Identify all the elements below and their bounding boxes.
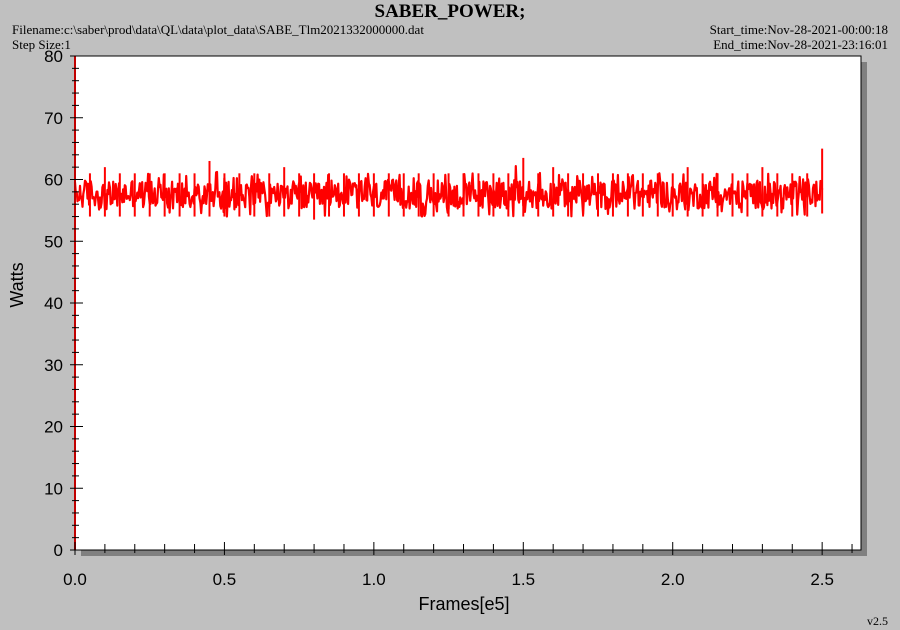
y-tick-label: 50: [44, 232, 63, 251]
x-tick-label: 2.5: [810, 570, 834, 589]
version-label: v2.5: [867, 614, 888, 628]
y-axis-label: Watts: [7, 262, 27, 307]
start-time-label: Start_time:Nov-28-2021-00:00:18: [709, 22, 888, 37]
y-tick-label: 70: [44, 109, 63, 128]
y-tick-label: 80: [44, 47, 63, 66]
y-tick-label: 0: [54, 541, 63, 560]
step-size-label: Step Size:1: [12, 37, 71, 52]
series-layer: [73, 148, 824, 220]
x-tick-label: 0.0: [63, 570, 87, 589]
y-tick-label: 30: [44, 356, 63, 375]
x-axis-label: Frames[e5]: [418, 594, 509, 614]
y-tick-label: 40: [44, 294, 63, 313]
y-tick-label: 60: [44, 171, 63, 190]
chart-title: SABER_POWER;: [374, 1, 526, 22]
x-tick-label: 1.5: [511, 570, 535, 589]
axes-layer: 0 10 20 30 40 50 60 70 80 0.0 0.5 1.0 1.5 2.0 2.5: [44, 47, 861, 589]
end-time-label: End_time:Nov-28-2021-23:16:01: [713, 37, 888, 52]
y-tick-label: 20: [44, 418, 63, 437]
x-tick-label: 0.5: [213, 570, 237, 589]
y-tick-label: 10: [44, 479, 63, 498]
plot-area: [74, 55, 862, 551]
series-0: [73, 148, 824, 220]
x-tick-label: 1.0: [362, 570, 386, 589]
x-tick-label: 2.0: [661, 570, 685, 589]
filename-label: Filename:c:\saber\prod\data\QL\data\plot…: [12, 22, 424, 37]
